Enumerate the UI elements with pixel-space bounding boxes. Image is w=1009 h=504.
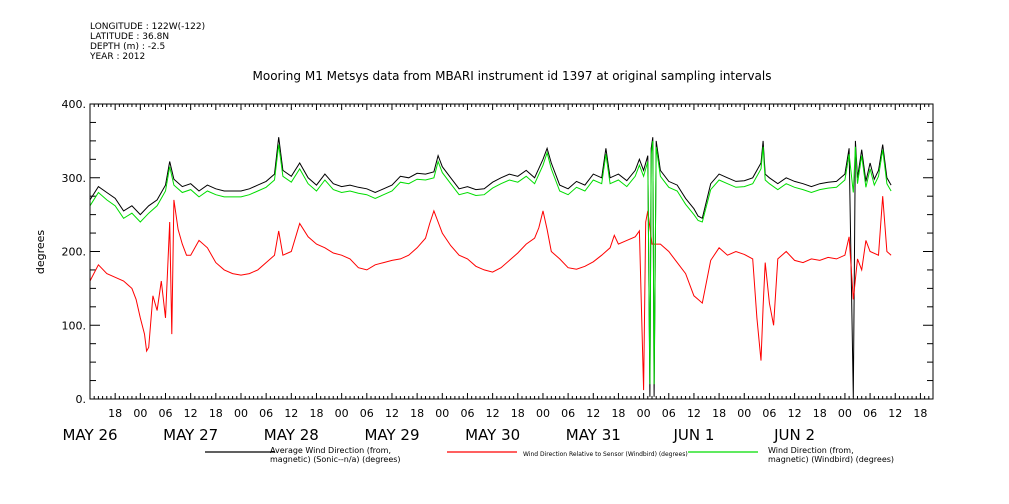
x-tick-label: 12 [486, 407, 500, 420]
x-tick-label: 06 [259, 407, 273, 420]
series-line-2 [89, 140, 892, 385]
day-label: MAY 27 [163, 426, 218, 444]
x-tick-label: 12 [586, 407, 600, 420]
y-tick-label: 0. [76, 393, 87, 406]
plot-frame [89, 103, 934, 400]
day-label: MAY 31 [566, 426, 621, 444]
x-tick-label: 18 [209, 407, 223, 420]
x-tick-labels: 18 00 06 12 18 00 06 12 18 00 06 12 18 00 06 12 18 00 06 12… [108, 407, 927, 420]
y-tick-label: 100. [62, 319, 87, 332]
x-tick-label: 06 [762, 407, 776, 420]
y-tick-labels: 0. 100. 200. 300. 400. [62, 98, 87, 406]
x-tick-label: 06 [863, 407, 877, 420]
series-group [89, 137, 892, 397]
x-tick-label: 00 [335, 407, 349, 420]
x-tick-label: 00 [435, 407, 449, 420]
x-tick-label: 06 [662, 407, 676, 420]
x-tick-label: 12 [788, 407, 802, 420]
year-label: YEAR : 2012 [90, 52, 146, 62]
series-line-1 [89, 196, 892, 391]
x-tick-label: 06 [561, 407, 575, 420]
x-tick-label: 00 [133, 407, 147, 420]
x-tick-label: 06 [360, 407, 374, 420]
x-tick-label: 00 [234, 407, 248, 420]
x-tick-label: 18 [309, 407, 323, 420]
x-tick-label: 00 [637, 407, 651, 420]
metadata-block: LONGITUDE : 122W(-122) LATITUDE : 36.8N … [90, 22, 205, 62]
y-tick-label: 400. [62, 98, 87, 111]
day-label: MAY 28 [264, 426, 319, 444]
y-axis-label: degrees [34, 230, 47, 275]
x-tick-label: 00 [737, 407, 751, 420]
x-tick-label: 06 [460, 407, 474, 420]
x-tick-label: 18 [813, 407, 827, 420]
x-tick-label: 18 [410, 407, 424, 420]
legend-label: Average Wind Direction (from, [270, 446, 391, 455]
x-tick-label: 00 [838, 407, 852, 420]
legend-label: magnetic) (Sonic--n/a) (degrees) [270, 455, 401, 464]
day-label: MAY 29 [364, 426, 419, 444]
axis-ticks [89, 103, 934, 400]
x-tick-label: 18 [913, 407, 927, 420]
x-tick-label: 00 [536, 407, 550, 420]
day-label: MAY 30 [465, 426, 520, 444]
x-tick-label: 18 [712, 407, 726, 420]
latitude-label: LATITUDE : 36.8N [90, 32, 170, 42]
y-tick-label: 200. [62, 246, 87, 259]
day-labels: MAY 26 MAY 27 MAY 28 MAY 29 MAY 30 MAY 31 JUN … [62, 426, 815, 444]
depth-label: DEPTH (m) : -2.5 [90, 42, 166, 52]
series-line-0 [89, 137, 892, 397]
chart-title: Mooring M1 Metsys data from MBARI instru… [253, 69, 772, 83]
x-tick-label: 18 [511, 407, 525, 420]
x-tick-label: 12 [184, 407, 198, 420]
legend-label: magnetic) (Windbird) (degrees) [768, 455, 894, 464]
legend-label: Wind Direction (from, [768, 446, 854, 455]
x-tick-label: 12 [888, 407, 902, 420]
x-tick-label: 06 [158, 407, 172, 420]
legend: Average Wind Direction (from,magnetic) (… [205, 446, 894, 464]
day-label: JUN 2 [773, 426, 815, 444]
day-label: MAY 26 [62, 426, 117, 444]
x-tick-label: 12 [687, 407, 701, 420]
x-tick-label: 18 [108, 407, 122, 420]
x-tick-label: 18 [611, 407, 625, 420]
day-label: JUN 1 [672, 426, 714, 444]
legend-label: Wind Direction Relative to Sensor (Windb… [523, 451, 688, 458]
x-tick-label: 12 [385, 407, 399, 420]
longitude-label: LONGITUDE : 122W(-122) [90, 22, 206, 32]
y-tick-label: 300. [62, 172, 87, 185]
x-tick-label: 12 [284, 407, 298, 420]
